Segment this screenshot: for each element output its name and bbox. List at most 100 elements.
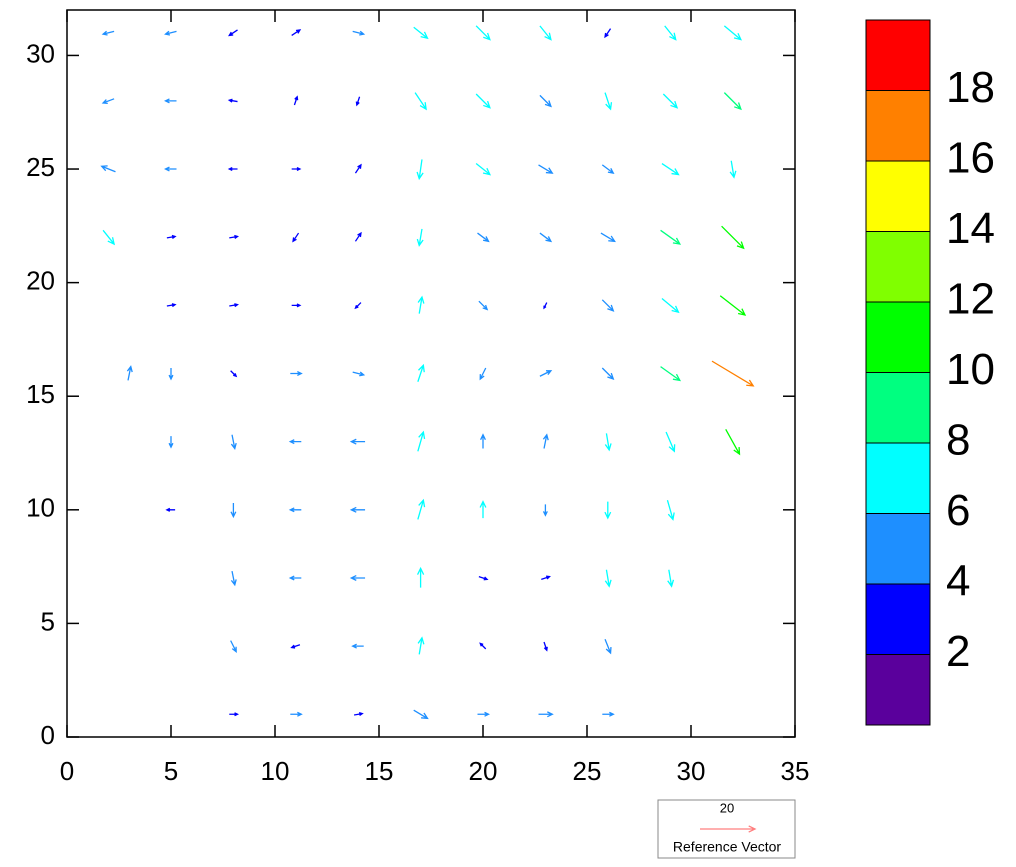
vector-arrow xyxy=(477,232,490,243)
vector-arrow xyxy=(354,163,362,174)
vector-arrow xyxy=(417,636,425,655)
vector-arrow xyxy=(604,28,612,39)
vector-arrow xyxy=(539,232,553,243)
vector-arrow xyxy=(126,365,133,381)
colorbar-label: 10 xyxy=(946,345,995,394)
colorbar-bin xyxy=(865,372,931,444)
colorbar-label: 14 xyxy=(946,204,995,253)
vector-arrow xyxy=(479,500,487,519)
vector-arrow xyxy=(354,302,362,310)
vector-arrow xyxy=(230,434,237,450)
vector-arrow xyxy=(101,30,115,36)
colorbar-bin xyxy=(865,19,931,91)
vector-arrow xyxy=(290,711,303,717)
vector-arrow xyxy=(538,164,554,174)
colorbar-label: 2 xyxy=(946,627,970,676)
vector-arrow xyxy=(102,229,116,246)
vector-arrow xyxy=(229,712,240,717)
vector-arrow xyxy=(293,95,299,106)
vector-arrow xyxy=(164,98,177,104)
vector-arrow xyxy=(661,162,680,176)
vector-arrow xyxy=(292,232,300,243)
x-tick-label: 15 xyxy=(365,756,394,786)
reference-magnitude: 20 xyxy=(720,800,734,815)
vector-arrow xyxy=(604,501,612,520)
vector-arrow xyxy=(290,644,301,649)
vector-arrow xyxy=(228,29,238,37)
vector-arrow xyxy=(543,302,548,310)
vector-arrow xyxy=(479,642,487,650)
y-tick-label: 10 xyxy=(26,493,55,523)
vector-arrow xyxy=(602,711,615,717)
vector-arrow xyxy=(290,371,303,376)
vector-arrow xyxy=(291,303,302,308)
y-tick-label: 30 xyxy=(26,38,55,68)
vector-arrow xyxy=(719,295,747,316)
vector-arrow xyxy=(166,303,177,308)
vector-arrow xyxy=(723,92,742,111)
vector-arrow xyxy=(711,360,755,387)
vector-arrow xyxy=(413,709,429,720)
vector-arrow xyxy=(667,569,675,588)
vector-arrow xyxy=(227,98,238,103)
vector-arrow xyxy=(230,640,237,653)
vector-arrow xyxy=(416,159,424,181)
colorbar-label: 16 xyxy=(946,134,995,183)
vector-arrow xyxy=(417,363,425,382)
x-tick-label: 0 xyxy=(60,756,74,786)
vector-arrow xyxy=(723,25,742,41)
vector-arrow xyxy=(230,502,237,519)
reference-vector xyxy=(700,825,757,833)
colorbar-bin xyxy=(865,90,931,162)
vector-arrow xyxy=(478,575,489,581)
colorbar-bin xyxy=(865,231,931,303)
vector-arrow xyxy=(601,164,615,175)
vector-arrow xyxy=(543,641,548,652)
vector-arrow xyxy=(417,430,426,452)
vector-arrow xyxy=(478,300,489,311)
vector-arrow xyxy=(413,26,429,40)
vector-arrow xyxy=(660,366,682,382)
vector-arrow xyxy=(417,295,425,314)
colorbar-label: 4 xyxy=(946,557,970,606)
y-tick-label: 25 xyxy=(26,152,55,182)
colorbar-bin xyxy=(865,513,931,585)
vector-arrow xyxy=(600,232,616,243)
vector-arrow xyxy=(729,160,737,179)
vector-arrow xyxy=(353,712,364,717)
vector-arrow xyxy=(230,370,238,378)
colorbar-label: 6 xyxy=(946,486,970,535)
vector-arrow xyxy=(164,30,177,36)
vector-arrow xyxy=(349,506,366,513)
vector-arrow xyxy=(227,167,238,172)
vector-arrow xyxy=(539,94,552,108)
y-tick-label: 20 xyxy=(26,266,55,296)
vector-arrow xyxy=(662,93,679,109)
y-tick-label: 5 xyxy=(41,606,55,636)
vector-arrow xyxy=(288,507,302,513)
vector-arrow xyxy=(168,436,174,449)
colorbar-bin xyxy=(865,583,931,655)
reference-label: Reference Vector xyxy=(673,839,782,855)
colorbar-bin xyxy=(865,654,931,726)
x-tick-label: 10 xyxy=(261,756,290,786)
vector-arrow xyxy=(666,500,675,521)
colorbar-bin xyxy=(865,160,931,232)
vector-arrow xyxy=(349,438,366,445)
colorbar-label: 8 xyxy=(946,416,970,465)
vector-arrow xyxy=(604,639,612,655)
vector-arrow xyxy=(721,225,745,250)
vector-arrow xyxy=(542,433,549,449)
vector-arrow xyxy=(291,167,302,172)
vector-arrow xyxy=(165,507,176,512)
vector-arrow xyxy=(665,431,676,453)
colorbar-bin xyxy=(865,301,931,373)
vector-arrow xyxy=(725,428,741,456)
vector-arrow xyxy=(100,165,116,173)
vector-arrow xyxy=(414,92,427,111)
vector-arrow xyxy=(601,299,615,312)
vector-arrow xyxy=(168,368,174,381)
x-tick-label: 30 xyxy=(677,756,706,786)
vector-arrow xyxy=(604,569,612,588)
